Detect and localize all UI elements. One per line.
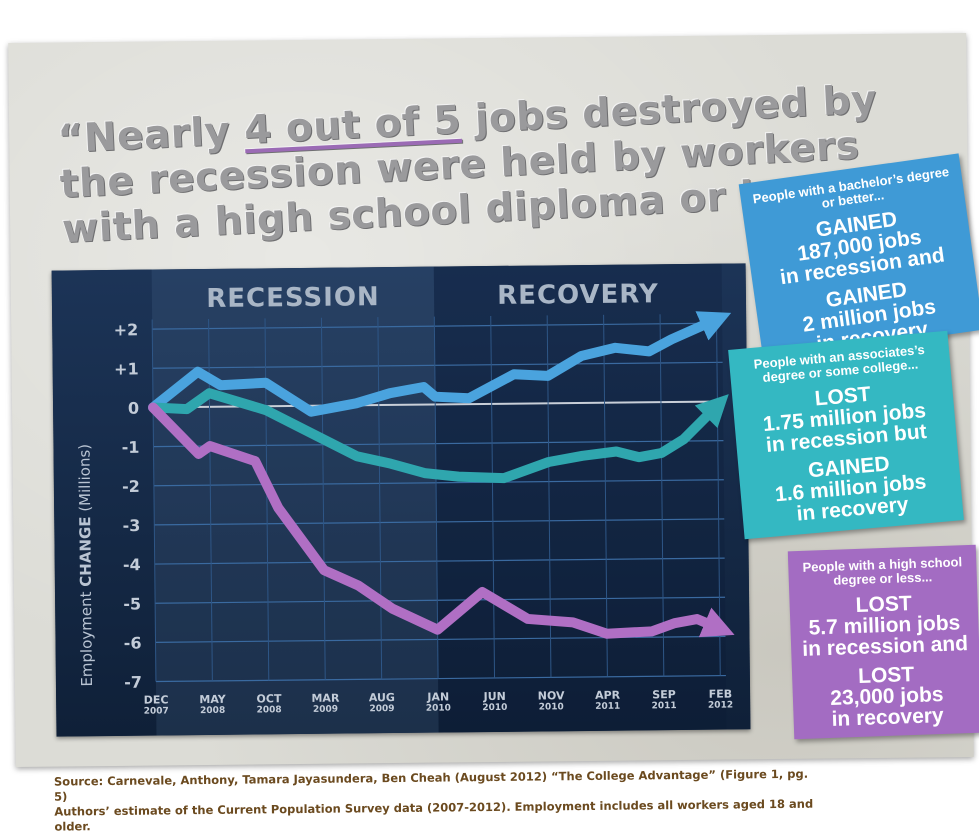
gridline-x (151, 319, 157, 682)
x-tick-label-year: 2010 (482, 703, 507, 713)
gridline-y (152, 322, 723, 330)
gridline-y (154, 557, 725, 565)
gridline-y (155, 674, 726, 683)
x-tick-label-year: 2007 (144, 706, 169, 716)
gridline-y (153, 440, 724, 448)
x-tick-label-year: 2011 (652, 701, 677, 711)
source-citation: Source: Carnevale, Anthony, Tamara Jayas… (54, 767, 825, 835)
gridline-x (433, 316, 439, 679)
x-tick-label-year: 2011 (595, 702, 620, 712)
x-tick-label-month: MAR (311, 692, 340, 705)
gridline-x (320, 317, 326, 680)
y-tick-label: 0 (128, 399, 139, 418)
series-line-highschool (148, 402, 735, 639)
y-tick-label: +2 (114, 320, 139, 339)
x-tick-label-year: 2009 (369, 704, 394, 714)
x-tick-label-month: FEB (709, 687, 733, 700)
x-tick-label-year: 2008 (200, 706, 225, 716)
y-tick-label: -1 (122, 438, 140, 457)
series-line-bachelors (148, 311, 732, 417)
x-tick-label-year: 2010 (426, 703, 451, 713)
x-tick-label-year: 2008 (257, 705, 282, 715)
gridline-y (155, 596, 726, 604)
gridline-y (153, 479, 724, 487)
gridline-x (659, 314, 665, 677)
chart-panel: RECESSION RECOVERY +2 +1 0 -1 -2 -3 -4 -5 -6 -7 DEC… (51, 263, 751, 737)
period-band-recession (151, 266, 439, 736)
gridline-y (152, 361, 723, 369)
x-tick-label-month: MAY (199, 693, 227, 706)
x-tick-label-year: 2009 (313, 705, 338, 715)
y-tick-label: -7 (124, 673, 142, 692)
headline-pre: Nearly (82, 108, 246, 162)
x-tick-label-month: JUN (483, 690, 506, 703)
x-tick-label-year: 2012 (708, 700, 733, 710)
x-tick-label-month: NOV (538, 689, 565, 702)
note-bachelors: People with a bachelor’s degree or bette… (738, 153, 979, 361)
y-tick-label: -3 (122, 516, 140, 535)
x-tick-label-month: OCT (256, 692, 282, 705)
x-tick-label-month: DEC (144, 693, 169, 706)
gridline-x (603, 314, 608, 677)
y-tick-label: -5 (123, 594, 141, 613)
y-tick-label: -6 (124, 634, 142, 653)
gridline-x (490, 315, 496, 678)
x-tick-label-year: 2010 (539, 702, 564, 712)
y-tick-label: +1 (114, 359, 139, 378)
note-associates: People with an associates’s degree or so… (728, 330, 964, 540)
series-line-associates (148, 388, 729, 484)
x-tick-label-month: APR (595, 689, 621, 702)
x-tick-label-month: SEP (652, 688, 676, 701)
employment-change-chart: RECESSION RECOVERY +2 +1 0 -1 -2 -3 -4 -5 -6 -7DEC… (51, 263, 751, 737)
period-label-recovery: RECOVERY (497, 279, 659, 311)
gridline-x (377, 317, 383, 680)
x-tick-label-month: AUG (369, 691, 395, 704)
gridline-y (154, 518, 725, 526)
y-tick-label: -4 (123, 555, 141, 574)
poster: “Nearly 4 out of 5 jobs destroyed by the… (8, 33, 974, 834)
x-tick-label-month: JAN (426, 690, 449, 703)
open-quote: “ (56, 116, 86, 163)
y-axis-label: Employment CHANGE (Millions) (75, 444, 96, 687)
period-label-recession: RECESSION (206, 282, 380, 314)
note-highschool: People with a high school degree or less… (787, 544, 979, 740)
y-tick-label: -2 (122, 477, 140, 496)
